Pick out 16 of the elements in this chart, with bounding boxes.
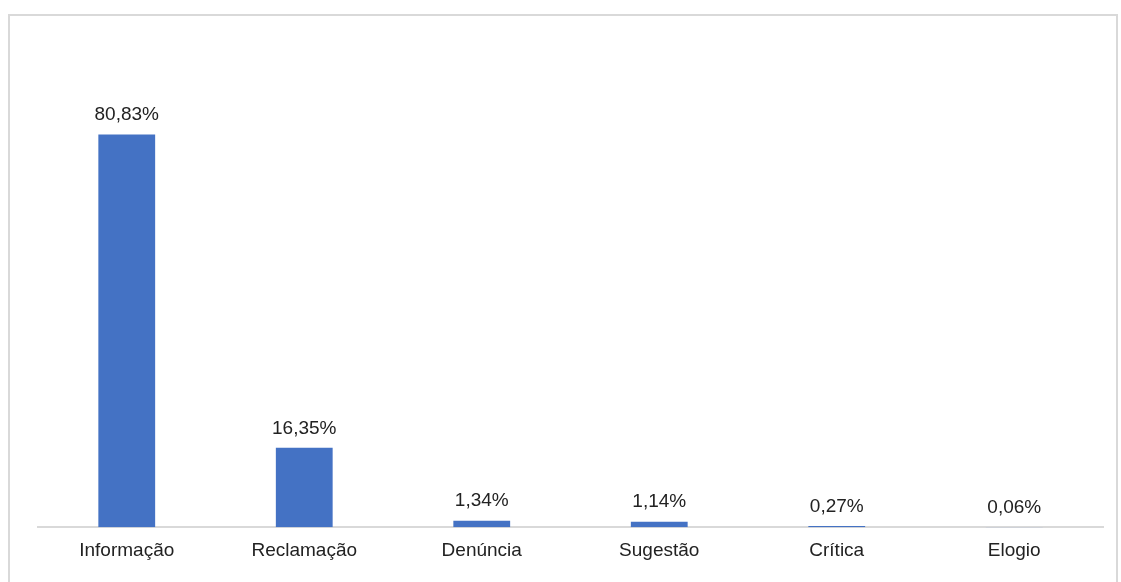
bar	[630, 521, 688, 528]
x-tick-label: Sugestão	[619, 538, 700, 560]
data-label: 0,06%	[987, 495, 1042, 517]
x-tick-label: Denúncia	[441, 538, 523, 560]
data-label: 80,83%	[94, 103, 160, 125]
x-tick-label: Informação	[79, 538, 175, 560]
bar	[275, 447, 333, 528]
data-label: 1,14%	[632, 490, 687, 512]
data-label: 1,34%	[454, 489, 509, 511]
x-tick-label: Reclamação	[251, 538, 358, 560]
data-label: 0,27%	[809, 494, 864, 516]
x-tick-label: Elogio	[987, 538, 1041, 560]
bar	[98, 134, 156, 528]
data-label: 16,35%	[272, 416, 337, 438]
bar	[453, 520, 511, 528]
x-tick-label: Crítica	[809, 538, 865, 560]
